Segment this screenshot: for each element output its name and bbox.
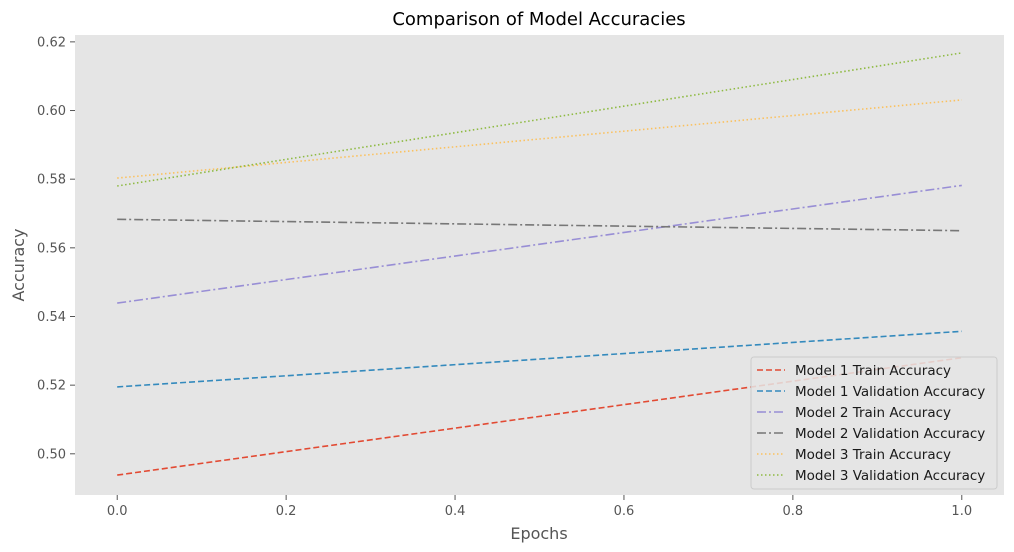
y-tick-label: 0.56 — [37, 241, 66, 256]
series-line-5 — [117, 99, 962, 179]
y-tick-label: 0.62 — [37, 35, 66, 50]
x-tick-label: 0.8 — [783, 504, 804, 519]
x-tick-label: 1.0 — [951, 504, 972, 519]
legend-entry: Model 3 Train Accuracy — [795, 447, 951, 463]
y-axis: 0.50 0.52 0.54 0.56 0.58 0.60 0.62 — [37, 35, 75, 462]
x-tick-label: 0.2 — [276, 504, 297, 519]
series-line-2 — [117, 330, 962, 388]
x-tick-label: 0.0 — [107, 504, 128, 519]
series-line-3 — [117, 184, 962, 304]
y-tick-label: 0.50 — [37, 447, 66, 462]
series-lines — [117, 52, 962, 476]
series-line-4 — [117, 218, 962, 232]
legend: Model 1 Train Accuracy Model 1 Validation… — [750, 356, 998, 490]
x-axis: 0.0 0.2 0.4 0.6 0.8 1.0 — [107, 495, 972, 519]
legend-entry: Model 1 Train Accuracy — [795, 363, 951, 379]
x-axis-label: Epochs — [510, 524, 567, 543]
y-tick-label: 0.52 — [37, 379, 66, 394]
legend-entry: Model 2 Validation Accuracy — [795, 426, 985, 442]
legend-entry: Model 2 Train Accuracy — [795, 405, 951, 421]
x-tick-label: 0.4 — [445, 504, 466, 519]
series-line-6 — [117, 52, 962, 187]
legend-box — [750, 356, 998, 490]
y-tick-label: 0.60 — [37, 104, 66, 119]
chart-title: Comparison of Model Accuracies — [392, 9, 685, 30]
legend-entry: Model 1 Validation Accuracy — [795, 384, 985, 400]
y-tick-label: 0.54 — [37, 310, 66, 325]
y-axis-label: Accuracy — [9, 228, 28, 301]
series-line-1 — [117, 356, 962, 476]
legend-entry: Model 3 Validation Accuracy — [795, 468, 985, 484]
y-tick-label: 0.58 — [37, 173, 66, 188]
x-tick-label: 0.6 — [614, 504, 635, 519]
